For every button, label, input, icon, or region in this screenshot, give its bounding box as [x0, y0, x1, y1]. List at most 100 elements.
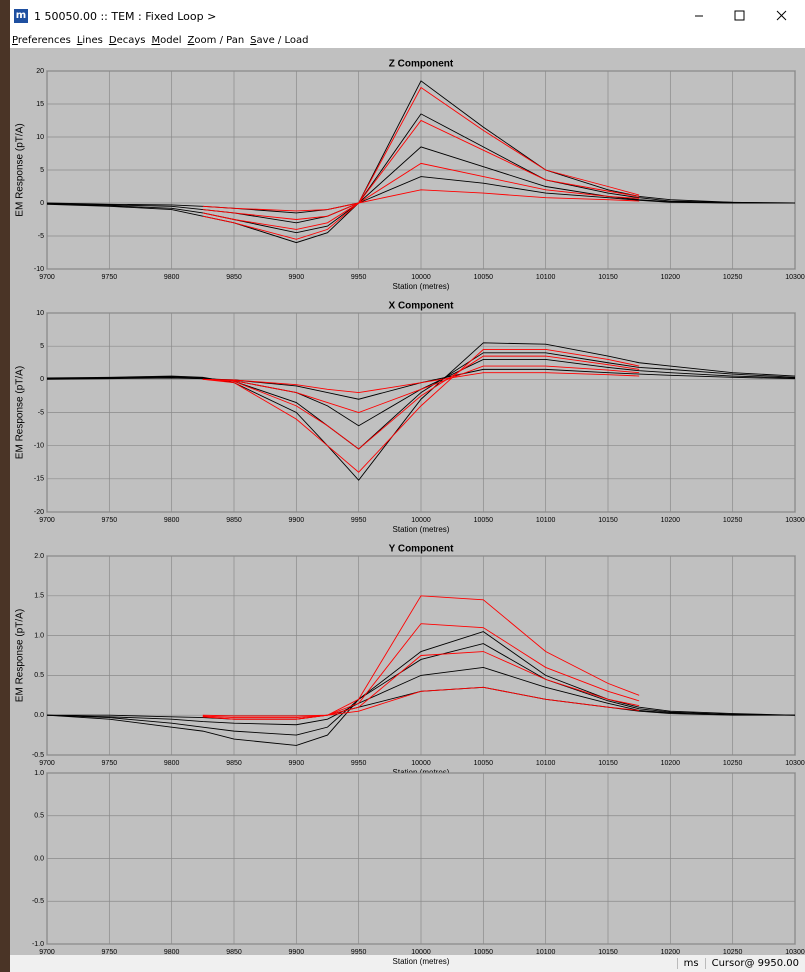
app-icon: m	[14, 9, 28, 23]
y-tick-label: -0.5	[32, 752, 44, 759]
x-tick-label: 9700	[39, 949, 55, 956]
y-tick-label: -10	[34, 443, 44, 450]
title-bar: m 1 50050.00 :: TEM : Fixed Loop >	[10, 0, 805, 32]
x-tick-label: 9750	[102, 517, 118, 524]
x-axis-label: Station (metres)	[393, 957, 450, 966]
x-tick-label: 9800	[164, 517, 180, 524]
y-tick-label: 1.5	[34, 593, 44, 600]
x-tick-label: 9900	[289, 517, 305, 524]
profile-line	[202, 349, 640, 473]
profile-line	[46, 368, 796, 400]
profile-line	[46, 146, 795, 224]
chart-title: Z Component	[389, 59, 454, 70]
profile-line	[202, 651, 640, 719]
x-tick-label: 10150	[598, 517, 618, 524]
x-tick-label: 10050	[474, 949, 494, 956]
profile-line	[202, 355, 640, 450]
profile-line	[46, 631, 796, 746]
y-tick-label: -1.0	[32, 941, 44, 948]
profile-line	[202, 686, 640, 717]
profile-line	[202, 86, 640, 240]
y-tick-label: 1.0	[34, 770, 44, 777]
profile-line	[202, 162, 640, 220]
profile-line	[46, 643, 796, 736]
y-tick-label: 0	[40, 376, 44, 383]
y-tick-label: -10	[34, 266, 44, 273]
x-tick-label: 10000	[411, 274, 431, 281]
status-bar: ms Cursor@ 9950.00	[10, 955, 805, 972]
x-tick-label: 10000	[411, 517, 431, 524]
window-title: 1 50050.00 :: TEM : Fixed Loop >	[34, 9, 217, 23]
x-tick-label: 10200	[661, 760, 681, 767]
profile-line	[202, 365, 640, 413]
x-tick-label: 10150	[598, 949, 618, 956]
y-axis-label: EM Response (pT/A)	[15, 123, 26, 216]
y-tick-label: 0.5	[34, 672, 44, 679]
x-tick-label: 10100	[536, 517, 556, 524]
x-tick-label: 9850	[226, 760, 242, 767]
x-tick-label: 10300	[785, 949, 805, 956]
y-tick-label: -0.5	[32, 898, 44, 905]
x-tick-label: 10150	[598, 760, 618, 767]
y-tick-label: 0.0	[34, 855, 44, 862]
x-tick-label: 10000	[411, 949, 431, 956]
window-controls[interactable]	[685, 8, 805, 24]
x-tick-label: 10200	[661, 517, 681, 524]
x-tick-label: 10250	[723, 949, 743, 956]
x-axis-label: Station (metres)	[393, 525, 450, 534]
y-tick-label: -15	[34, 476, 44, 483]
x-tick-label: 9850	[226, 274, 242, 281]
x-tick-label: 10250	[723, 517, 743, 524]
x-tick-label: 10250	[723, 760, 743, 767]
x-tick-label: 10200	[661, 949, 681, 956]
x-axis-label: Station (metres)	[393, 282, 450, 291]
x-tick-label: 9800	[164, 760, 180, 767]
profile-line	[46, 352, 796, 450]
x-tick-label: 9800	[164, 274, 180, 281]
y-tick-label: 2.0	[34, 553, 44, 560]
x-tick-label: 10250	[723, 274, 743, 281]
menu-item[interactable]: Zoom / Pan	[187, 34, 245, 46]
x-tick-label: 10100	[536, 274, 556, 281]
y-tick-label: 10	[36, 134, 44, 141]
y-tick-label: 5	[40, 167, 44, 174]
y-tick-label: 0	[40, 200, 44, 207]
x-tick-label: 10050	[474, 760, 494, 767]
x-tick-label: 9850	[226, 517, 242, 524]
profile-line	[47, 686, 795, 720]
profile-line	[46, 342, 796, 481]
profile-line	[46, 666, 796, 726]
x-tick-label: 9800	[164, 949, 180, 956]
menu-item[interactable]: Preferences	[12, 34, 71, 46]
x-tick-label: 9900	[289, 274, 305, 281]
menu-item[interactable]: Decays	[108, 34, 146, 46]
x-tick-label: 10050	[474, 517, 494, 524]
x-tick-label: 10050	[474, 274, 494, 281]
menu-item[interactable]: Save / Load	[250, 34, 309, 46]
y-tick-label: 10	[36, 310, 44, 317]
chart-title: Y Component	[389, 544, 454, 555]
menu-item[interactable]: Model	[151, 34, 182, 46]
y-tick-label: 20	[36, 68, 44, 75]
y-tick-label: 0.0	[34, 712, 44, 719]
y-tick-label: 0.5	[34, 813, 44, 820]
x-tick-label: 9950	[351, 760, 367, 767]
profile-line	[46, 176, 795, 214]
y-tick-label: 5	[40, 343, 44, 350]
x-tick-label: 9700	[39, 517, 55, 524]
x-tick-label: 10000	[411, 760, 431, 767]
profile-line	[46, 80, 796, 244]
x-tick-label: 9750	[102, 274, 118, 281]
x-tick-label: 10100	[536, 949, 556, 956]
y-tick-label: -5	[38, 409, 44, 416]
chart-title: X Component	[389, 301, 455, 312]
status-units: ms	[676, 958, 705, 969]
y-axis-label: EM Response (pT/A)	[15, 609, 26, 702]
x-tick-label: 9950	[351, 274, 367, 281]
menu-item[interactable]: Lines	[76, 34, 103, 46]
menu-bar: Preferences Lines Decays Model Zoom / Pa…	[10, 32, 805, 48]
x-tick-label: 10100	[536, 760, 556, 767]
x-tick-label: 9900	[289, 949, 305, 956]
x-tick-label: 10300	[785, 274, 805, 281]
